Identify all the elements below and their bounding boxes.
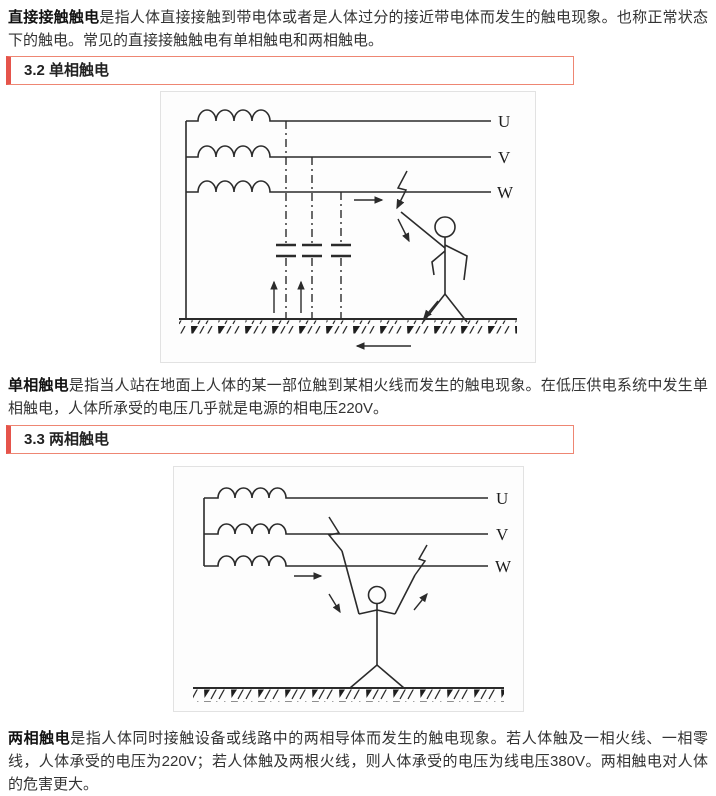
section-title-3-2: 3.2 单相触电 — [24, 62, 110, 79]
single-phase-diagram: U V W — [160, 91, 536, 363]
paragraph-text-single-phase: 是指当人站在地面上人体的某一部位触到某相火线而发生的触电现象。在低压供电系统中发… — [8, 377, 708, 417]
phase-line-v — [204, 523, 488, 535]
capacitance-branches — [285, 121, 342, 319]
lightning-bolt-v-icon — [327, 516, 343, 552]
current-arrows — [294, 572, 428, 614]
paragraph-text-direct-contact: 是指人体直接接触到带电体或者是人体过分的接近带电体而发生的触电现象。也称正常状态… — [8, 9, 708, 49]
article-page: 直接接触触电是指人体直接接触到带电体或者是人体过分的接近带电体而发生的触电现象。… — [6, 6, 708, 796]
phase-label-w: W — [495, 557, 512, 576]
ground-hatching — [179, 320, 517, 334]
phase-line-w — [204, 555, 488, 567]
single-phase-circuit-figure: U V W — [179, 109, 517, 350]
lightning-bolt-icon — [396, 170, 408, 210]
section-header-3-3: 3.3 两相触电 — [6, 425, 574, 454]
two-phase-circuit-figure: U V W — [193, 487, 512, 702]
paragraph-lead-two-phase: 两相触电 — [8, 730, 71, 747]
lightning-bolt-w-icon — [414, 544, 428, 576]
phase-label-u: U — [498, 112, 510, 131]
paragraph-lead-direct-contact: 直接接触触电 — [8, 9, 100, 26]
stick-figure — [400, 211, 468, 323]
two-phase-diagram: U V W — [173, 466, 524, 712]
phase-line-w — [186, 180, 491, 193]
capacitor-symbols — [276, 243, 351, 258]
phase-line-v — [186, 145, 491, 158]
paragraph-lead-single-phase: 单相触电 — [8, 377, 69, 394]
stick-figure — [349, 585, 405, 689]
phase-label-w: W — [497, 183, 514, 202]
phase-line-u — [186, 109, 491, 122]
ground-hatching — [193, 689, 504, 702]
paragraph-text-two-phase: 是指人体同时接触设备或线路中的两相导体而发生的触电现象。若人体触及一相火线、一相… — [8, 730, 708, 793]
contact-wire-right — [394, 574, 416, 615]
paragraph-two-phase: 两相触电是指人体同时接触设备或线路中的两相导体而发生的触电现象。若人体触及一相火… — [8, 727, 708, 796]
phase-label-v: V — [496, 525, 509, 544]
phase-line-u — [204, 487, 488, 499]
section-title-3-3: 3.3 两相触电 — [24, 431, 110, 448]
phase-label-v: V — [498, 148, 511, 167]
section-header-3-2: 3.2 单相触电 — [6, 56, 574, 85]
paragraph-direct-contact: 直接接触触电是指人体直接接触到带电体或者是人体过分的接近带电体而发生的触电现象。… — [8, 6, 708, 52]
phase-label-u: U — [496, 489, 508, 508]
contact-wire-left — [341, 550, 360, 615]
paragraph-single-phase: 单相触电是指当人站在地面上人体的某一部位触到某相火线而发生的触电现象。在低压供电… — [8, 374, 708, 420]
current-arrows — [270, 196, 439, 350]
